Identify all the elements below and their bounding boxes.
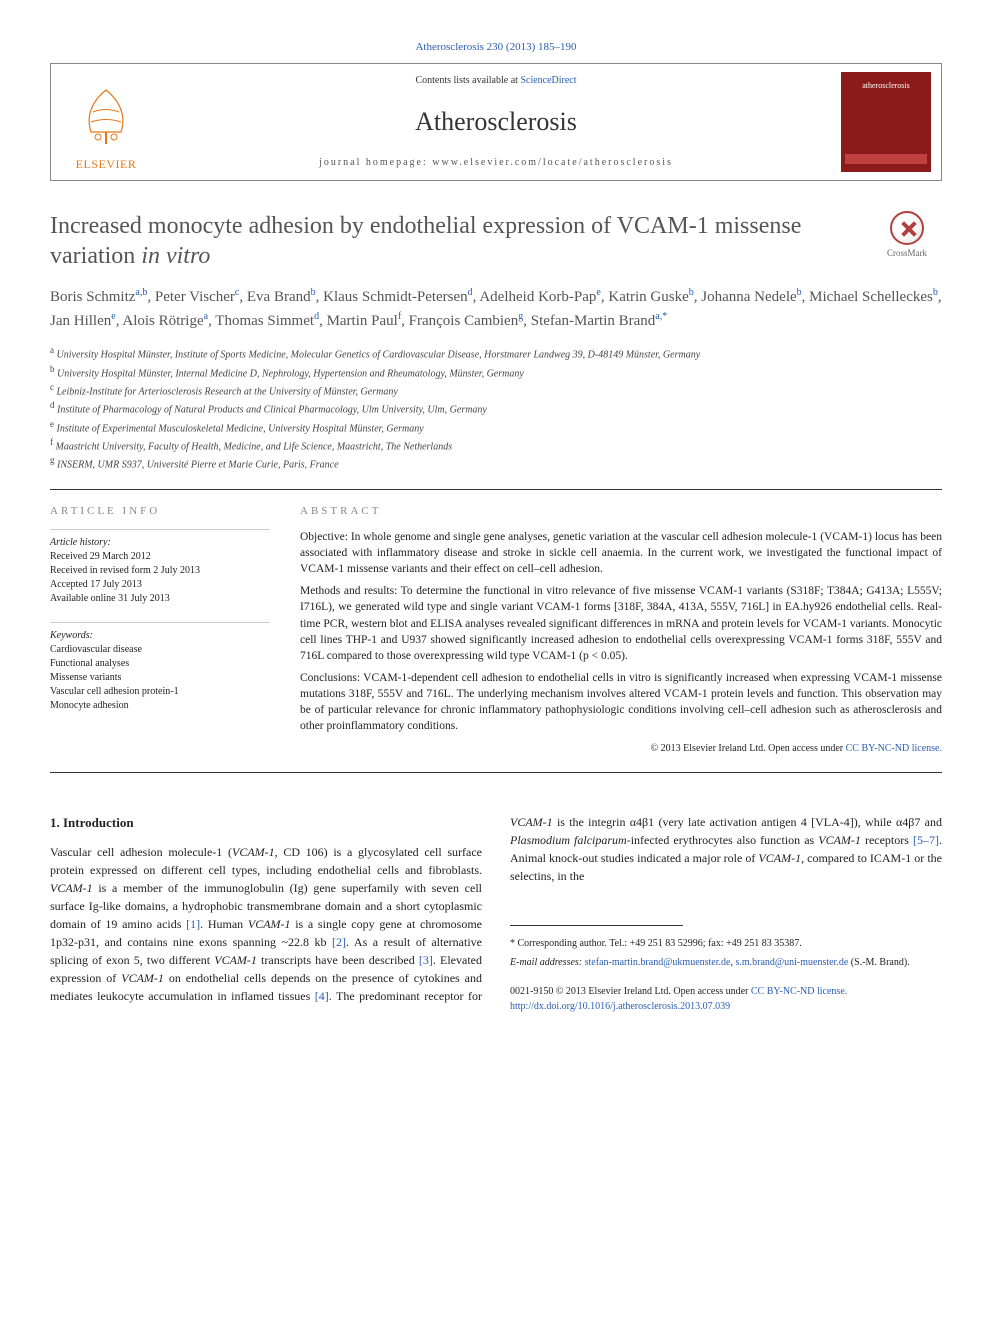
homepage-url[interactable]: www.elsevier.com/locate/atherosclerosis — [432, 157, 673, 168]
sciencedirect-line: Contents lists available at ScienceDirec… — [161, 74, 831, 88]
affiliation-item: a University Hospital Münster, Institute… — [50, 344, 942, 362]
license-link[interactable]: CC BY-NC-ND license. — [846, 743, 942, 754]
article-title: Increased monocyte adhesion by endotheli… — [50, 211, 872, 271]
keyword-item: Monocyte adhesion — [50, 699, 270, 713]
article-history: Article history: Received 29 March 2012 … — [50, 529, 270, 606]
keyword-item: Vascular cell adhesion protein-1 — [50, 685, 270, 699]
crossmark-badge[interactable]: CrossMark — [872, 211, 942, 260]
contents-prefix: Contents lists available at — [415, 75, 520, 86]
citation-line: Atherosclerosis 230 (2013) 185–190 — [50, 40, 942, 55]
doi-block: 0021-9150 © 2013 Elsevier Ireland Ltd. O… — [510, 984, 942, 1014]
copyright-text: © 2013 Elsevier Ireland Ltd. — [651, 743, 769, 754]
publisher-name: ELSEVIER — [76, 156, 137, 173]
license-prefix: Open access under — [768, 743, 845, 754]
affiliation-item: f Maastricht University, Faculty of Heal… — [50, 436, 942, 454]
license-prefix-2: Open access under — [673, 986, 750, 997]
publisher-logo: ELSEVIER — [51, 64, 161, 180]
ref-link[interactable]: [4] — [315, 989, 329, 1003]
journal-header: ELSEVIER Contents lists available at Sci… — [50, 63, 942, 181]
cover-label: atherosclerosis — [845, 80, 927, 91]
doi-link[interactable]: http://dx.doi.org/10.1016/j.atherosclero… — [510, 1001, 730, 1012]
email-block: E-mail addresses: stefan-martin.brand@uk… — [510, 955, 942, 970]
ref-link[interactable]: [5–7] — [913, 833, 939, 847]
journal-title: Atherosclerosis — [161, 104, 831, 140]
email-label: E-mail addresses: — [510, 957, 585, 968]
sciencedirect-link[interactable]: ScienceDirect — [520, 75, 576, 86]
homepage-prefix: journal homepage: — [319, 157, 432, 168]
keywords-block: Keywords: Cardiovascular diseaseFunction… — [50, 622, 270, 713]
crossmark-icon — [890, 211, 924, 245]
ref-link[interactable]: [2] — [332, 935, 346, 949]
keyword-item: Cardiovascular disease — [50, 643, 270, 657]
corresponding-author: * Corresponding author. Tel.: +49 251 83… — [510, 936, 942, 951]
keyword-item: Missense variants — [50, 671, 270, 685]
abstract-objective: Objective: In whole genome and single ge… — [300, 529, 942, 577]
journal-homepage: journal homepage: www.elsevier.com/locat… — [161, 156, 831, 170]
crossmark-label: CrossMark — [887, 247, 927, 260]
history-received: Received 29 March 2012 — [50, 550, 270, 564]
title-italic: in vitro — [141, 243, 210, 269]
elsevier-tree-icon — [71, 82, 141, 152]
affiliation-item: c Leibniz-Institute for Arteriosclerosis… — [50, 381, 942, 399]
history-revised: Received in revised form 2 July 2013 — [50, 564, 270, 578]
abstract-methods: Methods and results: To determine the fu… — [300, 583, 942, 663]
affiliation-item: d Institute of Pharmacology of Natural P… — [50, 399, 942, 417]
ref-link[interactable]: [1] — [186, 917, 200, 931]
keywords-label: Keywords: — [50, 629, 270, 643]
abstract-label: ABSTRACT — [300, 504, 942, 519]
email-name: (S.-M. Brand). — [848, 957, 909, 968]
affiliation-item: b University Hospital Münster, Internal … — [50, 363, 942, 381]
ref-link[interactable]: [3] — [419, 953, 433, 967]
issn-line: 0021-9150 © 2013 Elsevier Ireland Ltd. — [510, 986, 673, 997]
email-link-1[interactable]: stefan-martin.brand@ukmuenster.de — [585, 957, 731, 968]
abstract-text: Objective: In whole genome and single ge… — [300, 529, 942, 734]
intro-heading: 1. Introduction — [50, 813, 482, 833]
keyword-item: Functional analyses — [50, 657, 270, 671]
history-accepted: Accepted 17 July 2013 — [50, 578, 270, 592]
history-online: Available online 31 July 2013 — [50, 592, 270, 606]
history-label: Article history: — [50, 536, 270, 550]
affiliation-item: g INSERM, UMR S937, Université Pierre et… — [50, 454, 942, 472]
abstract-conclusions: Conclusions: VCAM-1-dependent cell adhes… — [300, 670, 942, 734]
article-info-label: ARTICLE INFO — [50, 504, 270, 519]
affiliation-item: e Institute of Experimental Musculoskele… — [50, 418, 942, 436]
email-link-2[interactable]: s.m.brand@uni-muenster.de — [735, 957, 848, 968]
affiliations-list: a University Hospital Münster, Institute… — [50, 344, 942, 489]
copyright-line: © 2013 Elsevier Ireland Ltd. Open access… — [300, 742, 942, 756]
journal-cover: atherosclerosis — [831, 64, 941, 180]
license-link-2[interactable]: CC BY-NC-ND license. — [751, 986, 847, 997]
author-list: Boris Schmitza,b, Peter Vischerc, Eva Br… — [50, 285, 942, 332]
